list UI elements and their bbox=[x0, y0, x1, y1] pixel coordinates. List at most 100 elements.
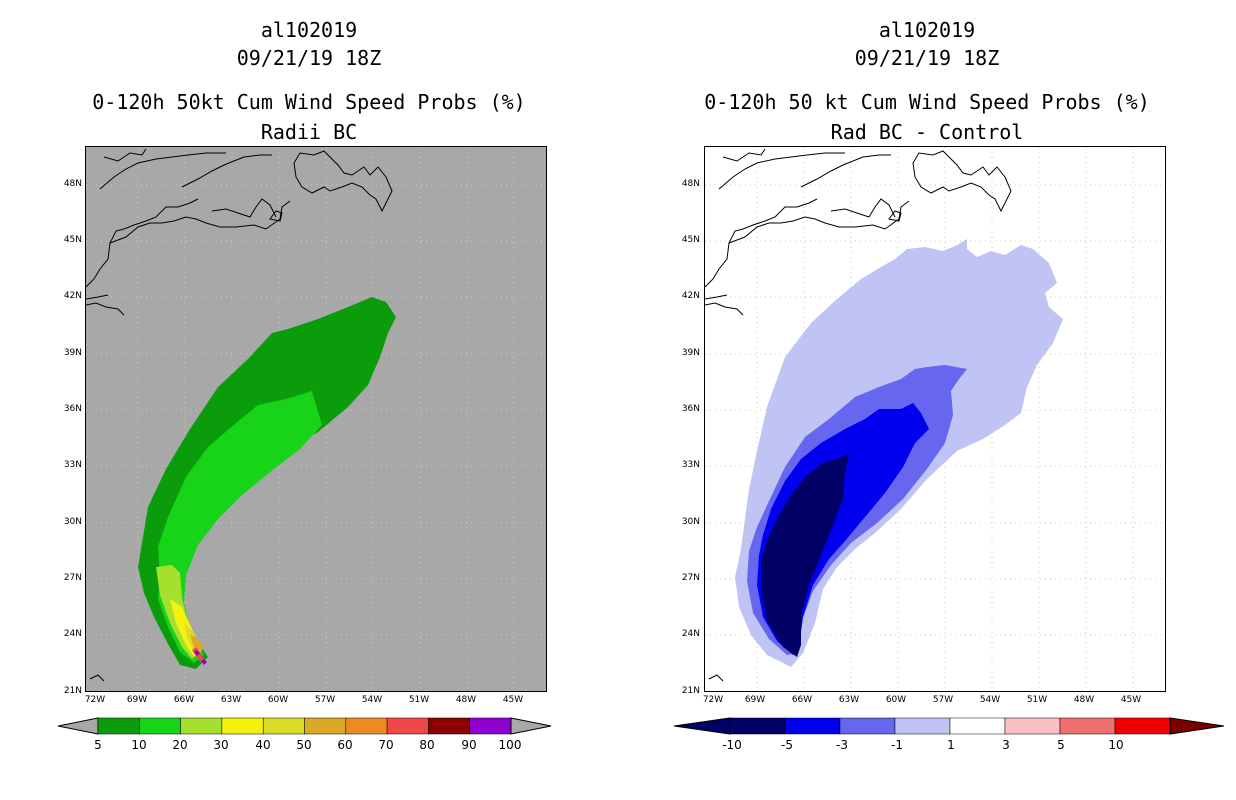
left-lat-label: 45N bbox=[63, 235, 82, 245]
right-cbar-box bbox=[1004, 717, 1061, 735]
left-lon-label: 63W bbox=[220, 695, 242, 705]
left-colorbar bbox=[58, 716, 552, 736]
prob-contour-10 bbox=[158, 391, 322, 663]
right-cbar-label: -3 bbox=[836, 738, 848, 752]
right-map-svg bbox=[705, 147, 1165, 691]
right-coastlines bbox=[705, 148, 1012, 682]
right-lon-label: 69W bbox=[744, 695, 766, 705]
left-map-svg bbox=[86, 147, 546, 691]
right-cbar-box bbox=[1059, 717, 1116, 735]
left-valid-time: 09/21/19 18Z bbox=[236, 46, 382, 70]
right-lat-label: 24N bbox=[681, 629, 700, 639]
right-lon-label: 60W bbox=[885, 695, 907, 705]
left-lat-label: 42N bbox=[63, 291, 82, 301]
right-cbar-box bbox=[1114, 717, 1171, 735]
right-lon-label: 54W bbox=[979, 695, 1001, 705]
right-lat-label: 42N bbox=[681, 291, 700, 301]
left-cbar-label: 40 bbox=[255, 738, 271, 752]
left-lat-label: 48N bbox=[63, 179, 82, 189]
right-panel: al102019 09/21/19 18Z 0-120h 50 kt Cum W… bbox=[618, 0, 1236, 800]
left-cbar-label: 70 bbox=[378, 738, 394, 752]
left-cbar-arrow-high bbox=[510, 717, 552, 735]
right-cbar-box bbox=[949, 717, 1006, 735]
left-coastlines bbox=[86, 148, 393, 682]
prob-contour-50 bbox=[190, 635, 204, 653]
right-cbar-label: 1 bbox=[947, 738, 955, 752]
right-colorbar-svg bbox=[674, 717, 1225, 735]
right-subtitle: Rad BC - Control bbox=[830, 120, 1024, 144]
right-lat-label: 30N bbox=[681, 517, 700, 527]
right-lon-label: 51W bbox=[1026, 695, 1048, 705]
left-lon-label: 54W bbox=[361, 695, 383, 705]
right-cbar-label: -5 bbox=[781, 738, 793, 752]
left-cbar-box bbox=[139, 717, 181, 735]
right-lat-label: 33N bbox=[681, 460, 700, 470]
right-lat-label: 21N bbox=[681, 686, 700, 696]
right-cbar-box bbox=[839, 717, 896, 735]
right-cbar-box bbox=[729, 717, 786, 735]
left-cbar-box bbox=[97, 717, 140, 735]
left-cbar-label: 20 bbox=[172, 738, 188, 752]
left-colorbar-svg bbox=[58, 717, 552, 735]
left-cbar-box bbox=[469, 717, 512, 735]
right-lat-label: 48N bbox=[681, 179, 700, 189]
left-cbar-box bbox=[428, 717, 470, 735]
left-lat-label: 30N bbox=[63, 517, 82, 527]
left-cbar-box bbox=[221, 717, 264, 735]
left-product-title: 0-120h 50kt Cum Wind Speed Probs (%) bbox=[92, 90, 526, 114]
right-cbar-label: -10 bbox=[722, 738, 742, 752]
right-cbar-label: -1 bbox=[891, 738, 903, 752]
right-lat-label: 45N bbox=[681, 235, 700, 245]
left-cbar-box bbox=[345, 717, 388, 735]
right-cbar-box bbox=[784, 717, 841, 735]
left-cbar-box bbox=[180, 717, 223, 735]
prob-contour-90 bbox=[194, 650, 200, 656]
right-lon-label: 48W bbox=[1073, 695, 1095, 705]
right-lon-label: 72W bbox=[702, 695, 724, 705]
left-lon-label: 51W bbox=[408, 695, 430, 705]
left-cbar-label: 100 bbox=[498, 738, 522, 752]
right-lon-label: 57W bbox=[932, 695, 954, 705]
right-storm-id: al102019 bbox=[878, 18, 976, 42]
left-cbar-label: 90 bbox=[461, 738, 477, 752]
right-lon-label: 66W bbox=[791, 695, 813, 705]
left-cbar-label: 50 bbox=[296, 738, 312, 752]
left-cbar-arrow-low bbox=[58, 717, 99, 735]
left-cbar-label: 5 bbox=[94, 738, 102, 752]
prob-contour-90b bbox=[201, 659, 207, 665]
right-product-title: 0-120h 50 kt Cum Wind Speed Probs (%) bbox=[704, 90, 1150, 114]
right-cbar-arrow-high bbox=[1169, 717, 1225, 735]
left-cbar-label: 30 bbox=[213, 738, 229, 752]
right-map bbox=[704, 146, 1166, 692]
left-lat-label: 21N bbox=[63, 686, 82, 696]
right-lat-label: 36N bbox=[681, 404, 700, 414]
diff-contour-neg10 bbox=[761, 453, 849, 657]
right-cbar-arrow-low bbox=[674, 717, 731, 735]
left-cbar-box bbox=[262, 717, 305, 735]
left-cbar-box bbox=[386, 717, 429, 735]
right-valid-time: 09/21/19 18Z bbox=[854, 46, 1000, 70]
left-lat-label: 33N bbox=[63, 460, 82, 470]
left-lat-label: 36N bbox=[63, 404, 82, 414]
left-cbar-box bbox=[304, 717, 347, 735]
right-cbar-box bbox=[894, 717, 951, 735]
left-lat-label: 27N bbox=[63, 573, 82, 583]
left-lon-label: 69W bbox=[126, 695, 148, 705]
left-lon-label: 48W bbox=[455, 695, 477, 705]
left-lon-label: 57W bbox=[314, 695, 336, 705]
left-lon-label: 72W bbox=[84, 695, 106, 705]
left-gridlines bbox=[86, 147, 546, 691]
left-storm-id: al102019 bbox=[260, 18, 358, 42]
left-subtitle: Radii BC bbox=[260, 120, 358, 144]
right-cbar-label: 3 bbox=[1002, 738, 1010, 752]
left-lon-label: 45W bbox=[502, 695, 524, 705]
right-lat-label: 39N bbox=[681, 348, 700, 358]
right-lon-label: 45W bbox=[1120, 695, 1142, 705]
left-lon-label: 66W bbox=[173, 695, 195, 705]
right-colorbar bbox=[674, 716, 1228, 736]
left-cbar-label: 10 bbox=[131, 738, 147, 752]
right-cbar-label: 10 bbox=[1108, 738, 1124, 752]
right-lat-label: 27N bbox=[681, 573, 700, 583]
right-cbar-label: 5 bbox=[1057, 738, 1065, 752]
left-map bbox=[85, 146, 547, 692]
